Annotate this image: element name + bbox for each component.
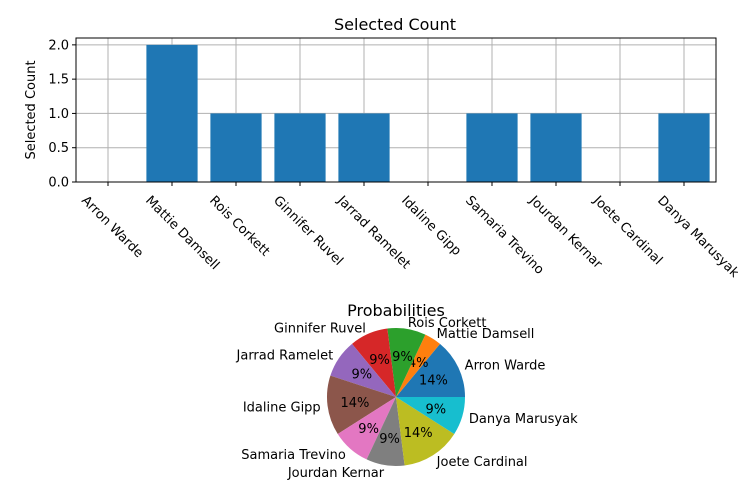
bar [274,113,326,182]
bar [210,113,262,182]
pie-slice-label: Jourdan Kernar [287,466,385,481]
pie-slice-label: Joete Cardinal [436,455,528,470]
pie-slice [396,397,455,466]
pie-slice [352,328,396,397]
bar [530,113,582,182]
pie-percent-label: 14% [419,373,448,388]
x-tick-label: Arron Warde [78,193,146,261]
bar-plot-frame [75,37,717,183]
x-tick-label: Danya Marusyak [654,193,738,281]
y-tick-label: 2.0 [48,38,69,53]
pie-slice [396,334,440,397]
pie-percent-label: 9% [392,350,413,365]
pie-percent-label: 9% [358,422,379,437]
pie-slice-label: Idaline Gipp [243,401,321,416]
pie-slice [396,343,466,397]
pie-slice [387,328,426,397]
pie-slice [396,397,465,434]
bar [338,113,390,182]
y-tick-label: 0.0 [48,176,69,191]
pie-slice-label: Danya Marusyak [469,412,578,427]
pie-percent-label: 9% [379,432,400,447]
pie-slice-label: Samaria Trevino [241,448,346,463]
bar [466,113,518,182]
x-tick-label: Ginnifer Ruvel [270,193,346,269]
bar-chart: Selected Count Selected Count 0.0 0.5 1.0 1… [24,15,738,281]
pie-percent-label: 9% [425,403,446,418]
pie-slice [366,397,405,466]
y-tick-label: 1.5 [48,73,69,88]
pie-percent-label: 9% [369,353,390,368]
pie-slice-label: Mattie Damsell [437,327,535,342]
bar-chart-title: Selected Count [334,15,456,34]
bar [658,113,710,182]
x-tick-label: Rois Corkett [206,193,272,259]
pie-slice-label: Ginnifer Ruvel [274,321,366,336]
pie-percent-label: 9% [351,368,372,383]
pie-slice [327,375,396,434]
x-tick-label: Idaline Gipp [398,193,464,259]
bar-marks [146,44,710,182]
bar-y-ticks: 0.0 0.5 1.0 1.5 2.0 [48,38,76,191]
pie-slice-label: Arron Warde [465,359,546,374]
pie-slice [330,343,396,397]
pie-percent-label: 14% [404,426,433,441]
pie-slice-label: Rois Corkett [408,316,487,331]
y-tick-label: 0.5 [48,141,69,156]
bar [146,44,198,182]
pie-chart-title: Probabilities [347,301,445,320]
bar-chart-ylabel: Selected Count [24,60,39,159]
pie-percent-label: 14% [340,396,369,411]
pie-slice-label: Jarrad Ramelet [236,348,334,363]
y-tick-label: 1.0 [48,107,69,122]
pie-slice [337,397,396,460]
